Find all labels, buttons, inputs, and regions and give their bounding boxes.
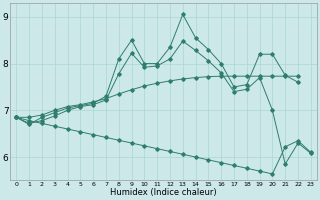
X-axis label: Humidex (Indice chaleur): Humidex (Indice chaleur): [110, 188, 217, 197]
